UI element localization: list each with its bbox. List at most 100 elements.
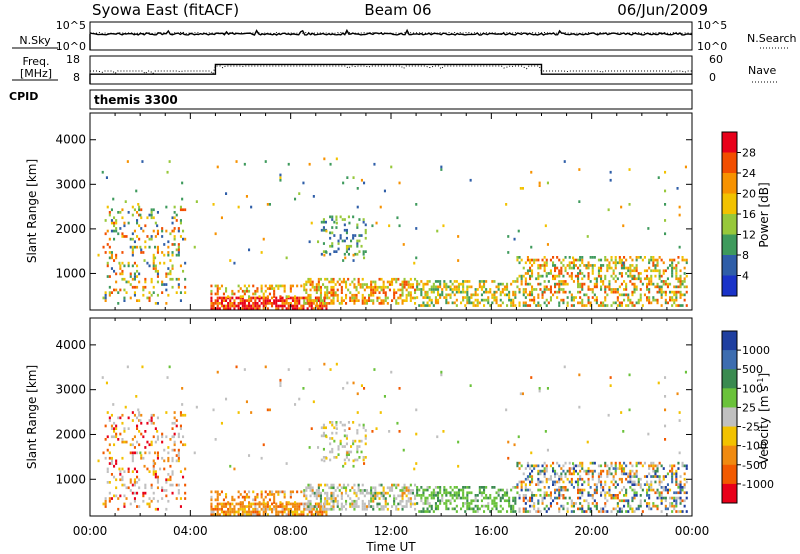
velocity-echo: [252, 513, 255, 516]
power-echo: [358, 234, 361, 237]
power-echo: [570, 293, 573, 297]
velocity-echo: [354, 439, 357, 443]
power-echo: [144, 240, 147, 244]
power-echo: [363, 288, 366, 292]
power-echo: [673, 290, 676, 294]
velocity-echo: [508, 502, 511, 505]
power-echo: [635, 264, 638, 267]
velocity-echo: [671, 510, 674, 513]
power-echo: [443, 282, 446, 286]
velocity-echo: [416, 494, 419, 497]
power-echo: [347, 277, 350, 281]
power-echo: [227, 295, 230, 298]
velocity-echo: [526, 475, 529, 478]
power-echo: [418, 304, 421, 307]
velocity-echo: [237, 510, 240, 514]
velocity-echo: [356, 445, 359, 448]
velocity-echo: [506, 499, 509, 503]
velocity-echo: [516, 491, 519, 495]
velocity-echo: [522, 472, 525, 476]
power-echo: [353, 283, 356, 286]
power-echo: [296, 299, 299, 302]
power-echo: [225, 299, 228, 302]
velocity-echo: [302, 387, 305, 390]
power-echo: [384, 293, 387, 297]
velocity-echo: [156, 478, 159, 482]
power-echo: [171, 216, 174, 220]
power-echo: [154, 264, 157, 268]
power-echo: [254, 302, 257, 305]
power-echo: [627, 274, 630, 278]
velocity-echo: [677, 467, 680, 470]
velocity-echo: [428, 494, 431, 497]
velocity-echo: [235, 510, 238, 514]
velocity-echo: [332, 507, 335, 511]
power-echo: [675, 277, 678, 281]
velocity-echo: [395, 483, 398, 487]
velocity-echo: [681, 461, 684, 465]
velocity-echo: [266, 513, 269, 516]
power-echo: [136, 211, 139, 214]
power-echo: [673, 301, 676, 305]
power-echo: [658, 274, 661, 278]
colorbar-tick-label: 100: [742, 382, 763, 395]
velocity-echo: [357, 483, 360, 487]
power-echo: [403, 283, 406, 286]
power-echo: [300, 284, 303, 288]
velocity-echo: [620, 507, 623, 511]
velocity-echo: [508, 499, 511, 503]
velocity-echo: [401, 489, 404, 492]
power-echo: [441, 290, 444, 294]
velocity-echo: [483, 496, 486, 500]
velocity-echo: [335, 431, 338, 435]
velocity-echo: [652, 464, 655, 468]
velocity-echo: [256, 493, 259, 496]
power-echo: [600, 264, 603, 267]
velocity-echo: [305, 502, 308, 506]
nave-label: Nave: [748, 64, 776, 77]
velocity-echo: [275, 513, 278, 516]
power-echo: [370, 288, 373, 292]
velocity-echo: [589, 461, 592, 465]
power-echo: [539, 264, 542, 267]
power-echo: [679, 280, 682, 283]
power-echo: [677, 280, 680, 283]
velocity-echo: [362, 458, 365, 462]
velocity-echo: [324, 499, 327, 503]
velocity-echo: [564, 461, 567, 465]
velocity-echo: [222, 510, 225, 514]
velocity-echo: [499, 496, 502, 500]
power-echo: [414, 291, 417, 294]
velocity-echo: [554, 491, 557, 495]
velocity-echo: [531, 494, 534, 497]
velocity-echo: [512, 499, 515, 503]
velocity-echo: [675, 502, 678, 505]
velocity-echo: [241, 505, 244, 508]
velocity-echo: [173, 411, 176, 414]
power-echo: [131, 285, 134, 289]
velocity-echo: [639, 499, 642, 503]
velocity-echo: [543, 496, 546, 500]
power-echo: [457, 285, 460, 289]
colorbar-swatch: [722, 464, 737, 485]
power-echo: [336, 288, 339, 292]
power-echo: [545, 272, 548, 275]
velocity-echo: [545, 504, 548, 508]
power-echo: [407, 283, 410, 286]
power-echo: [422, 282, 425, 286]
velocity-echo: [380, 505, 383, 508]
power-echo: [97, 253, 100, 257]
power-echo: [658, 256, 661, 259]
power-echo: [489, 290, 492, 294]
power-echo: [380, 277, 383, 281]
power-echo: [428, 296, 431, 299]
velocity-echo: [179, 497, 182, 500]
power-echo: [600, 301, 603, 305]
velocity-echo: [281, 502, 284, 506]
velocity-echo: [610, 510, 613, 513]
velocity-echo: [324, 497, 327, 500]
velocity-echo: [405, 489, 408, 492]
velocity-echo: [683, 499, 686, 503]
power-echo: [491, 293, 494, 297]
velocity-echo: [345, 491, 348, 495]
